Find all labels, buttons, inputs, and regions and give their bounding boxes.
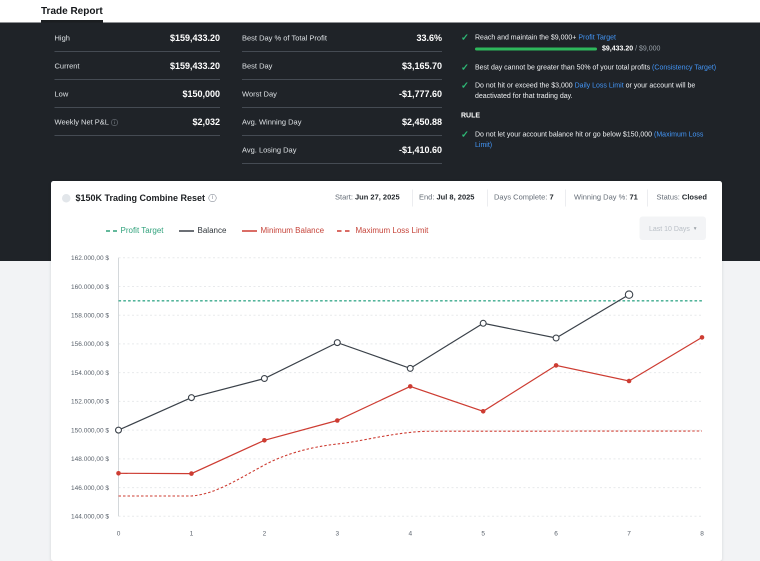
svg-text:146.000,00 $: 146.000,00 $ — [71, 485, 109, 492]
svg-text:152.000,00 $: 152.000,00 $ — [71, 399, 109, 406]
svg-text:150.000,00 $: 150.000,00 $ — [71, 427, 109, 434]
svg-text:4: 4 — [408, 531, 412, 538]
svg-text:5: 5 — [481, 531, 485, 538]
svg-text:158.000,00 $: 158.000,00 $ — [71, 313, 109, 320]
svg-text:3: 3 — [335, 531, 339, 538]
svg-text:154.000,00 $: 154.000,00 $ — [71, 370, 109, 377]
svg-text:1: 1 — [190, 531, 194, 538]
svg-text:144.000,00 $: 144.000,00 $ — [71, 514, 109, 521]
svg-text:2: 2 — [263, 531, 267, 538]
svg-text:0: 0 — [117, 531, 121, 538]
svg-text:148.000,00 $: 148.000,00 $ — [71, 456, 109, 463]
svg-text:8: 8 — [700, 531, 704, 538]
svg-text:156.000,00 $: 156.000,00 $ — [71, 341, 109, 348]
svg-text:7: 7 — [627, 531, 631, 538]
svg-text:160.000,00 $: 160.000,00 $ — [71, 284, 109, 291]
svg-text:6: 6 — [554, 531, 558, 538]
svg-text:162.000,00 $: 162.000,00 $ — [71, 255, 109, 262]
